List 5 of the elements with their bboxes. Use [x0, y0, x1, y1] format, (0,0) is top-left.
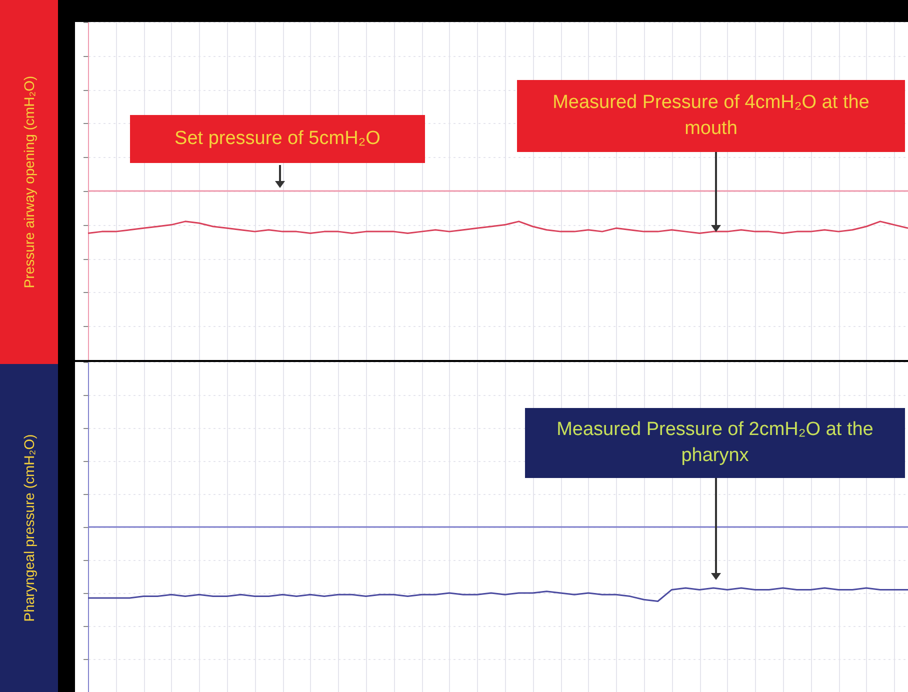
y-axis-title: Pressure airway opening (cmH₂O)	[21, 76, 37, 288]
callout-box: Measured Pressure of 2cmH₂O at the pharynx	[525, 408, 905, 478]
y-axis-title: Pharyngeal pressure (cmH₂O)	[21, 434, 37, 622]
callout-box: Measured Pressure of 4cmH₂O at the mouth	[517, 80, 905, 152]
callout-box: Set pressure of 5cmH₂O	[130, 115, 425, 163]
